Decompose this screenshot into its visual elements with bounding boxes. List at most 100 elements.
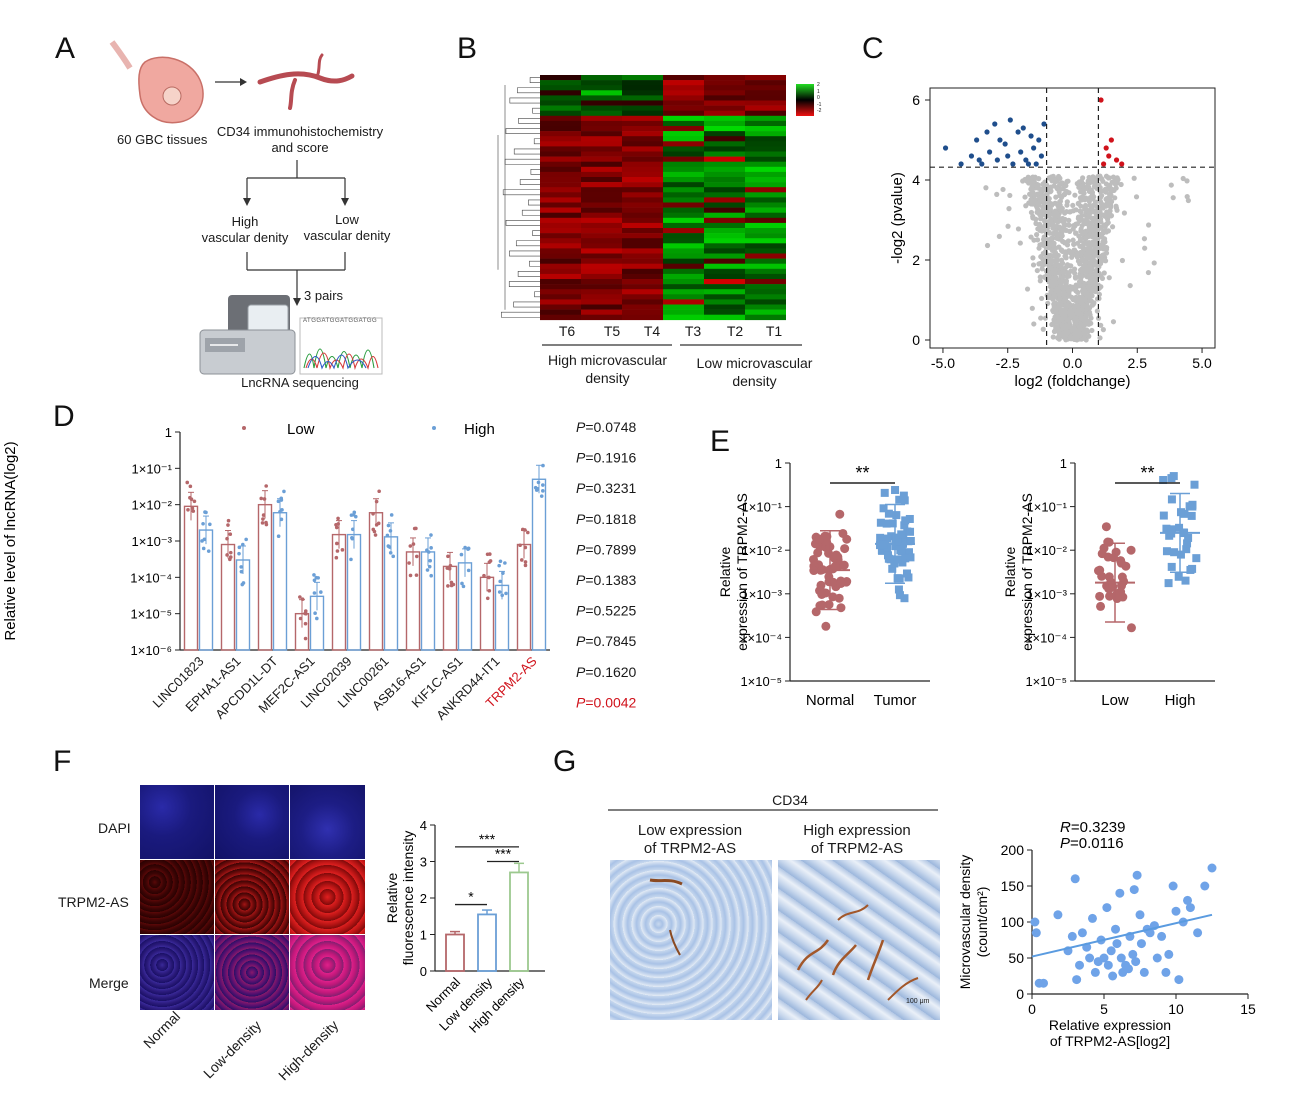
volcano-point xyxy=(1036,245,1042,251)
category-label: Normal xyxy=(806,692,854,709)
bar-low xyxy=(516,543,532,651)
data-point xyxy=(226,518,231,523)
data-point xyxy=(814,534,824,544)
data-point xyxy=(240,582,245,587)
data-point xyxy=(261,513,266,517)
data-point xyxy=(541,489,545,493)
heatmap-cell xyxy=(745,156,786,162)
volcano-point xyxy=(1038,226,1044,232)
heatmap-cell xyxy=(745,202,786,208)
legend-tick: 0 xyxy=(817,95,820,101)
volcano-point xyxy=(1112,195,1118,201)
volcano-point xyxy=(1056,189,1062,195)
heatmap-cell xyxy=(704,314,745,321)
p-value: P=0.5225 xyxy=(576,603,637,619)
data-point xyxy=(374,499,379,504)
a-ihc-line1: CD34 immunohistochemistry xyxy=(216,124,384,139)
micrograph-merge-high xyxy=(290,935,365,1010)
y-tick-label: 1×10⁻⁴ xyxy=(130,570,172,585)
volcano-point xyxy=(1052,214,1058,220)
heatmap-cell xyxy=(581,243,622,249)
volcano-point xyxy=(1072,266,1078,272)
heatmap-cell xyxy=(663,217,704,224)
data-point xyxy=(312,578,317,583)
data-point xyxy=(1072,975,1082,985)
data-point xyxy=(206,549,211,553)
data-point xyxy=(259,496,264,501)
volcano-point xyxy=(1006,206,1012,212)
heatmap-cell xyxy=(745,222,786,229)
data-point xyxy=(237,545,242,550)
x-axis-label: log2 (foldchange) xyxy=(1015,373,1131,390)
heatmap-cell xyxy=(581,90,622,96)
heatmap-cell xyxy=(663,248,704,254)
data-point xyxy=(1207,863,1217,873)
data-point xyxy=(1103,960,1113,970)
volcano-point xyxy=(1079,315,1085,321)
data-point xyxy=(1183,895,1193,905)
volcano-point xyxy=(1066,292,1072,298)
heatmap-cell xyxy=(540,228,581,234)
volcano-point xyxy=(1051,258,1057,264)
volcano-point xyxy=(1082,303,1088,309)
data-point xyxy=(239,569,244,574)
heatmap-cell xyxy=(581,258,622,264)
y-tick-label: 1×10⁻⁴ xyxy=(740,630,782,645)
data-point xyxy=(319,590,323,594)
heatmap-cell xyxy=(663,95,704,101)
heatmap-cell xyxy=(622,105,663,111)
volcano-point xyxy=(1102,223,1108,229)
volcano-point-down xyxy=(1025,161,1032,167)
volcano-point xyxy=(1066,217,1072,223)
y-tick-label: 1×10⁻¹ xyxy=(742,500,783,515)
dendrogram-branch xyxy=(519,179,540,185)
heatmap-cell xyxy=(540,202,581,208)
volcano-point xyxy=(1062,306,1069,312)
data-point xyxy=(1167,562,1176,571)
y-tick-label: 0 xyxy=(420,964,427,979)
sample-label-t6: T6 xyxy=(558,323,576,339)
volcano-point xyxy=(1089,241,1095,247)
heatmap-cell xyxy=(622,131,663,137)
data-point xyxy=(202,537,207,542)
data-point xyxy=(1159,511,1168,520)
volcano-point-down xyxy=(1028,133,1034,139)
data-point xyxy=(313,611,317,616)
significance-label: *** xyxy=(479,831,496,847)
volcano-point xyxy=(1184,194,1190,200)
x-tick-label: 0 xyxy=(1028,1001,1036,1017)
volcano-point xyxy=(984,242,991,249)
heatmap-cell xyxy=(663,156,704,162)
volcano-point xyxy=(1029,184,1035,190)
data-point xyxy=(878,546,887,555)
volcano-point xyxy=(1106,175,1112,181)
data-point xyxy=(388,550,393,555)
legend-label-low: Low xyxy=(287,421,315,438)
data-point xyxy=(824,600,834,610)
heatmap-cell xyxy=(622,161,663,168)
dendrogram-branch xyxy=(502,189,540,196)
panel-label-g: G xyxy=(553,745,577,778)
panel-label-c: C xyxy=(862,32,884,65)
data-point xyxy=(828,577,838,587)
data-point xyxy=(260,521,265,525)
data-point xyxy=(261,517,265,521)
heatmap-cell xyxy=(540,110,581,117)
heatmap-cell xyxy=(663,253,704,259)
heatmap-cell xyxy=(704,279,745,285)
data-point xyxy=(906,536,915,545)
chromatogram-icon xyxy=(299,317,383,375)
volcano-point-down xyxy=(974,137,980,143)
volcano-point xyxy=(1036,202,1042,208)
heatmap-cell xyxy=(540,115,581,122)
heatmap-cell xyxy=(704,120,745,127)
heatmap-cell xyxy=(663,228,704,234)
data-point xyxy=(518,543,522,548)
data-point xyxy=(808,554,818,564)
data-point xyxy=(899,491,908,500)
volcano-point xyxy=(1086,226,1093,233)
data-point xyxy=(1135,910,1145,920)
y-axis-label: Relative xyxy=(384,873,400,924)
heatmap-cell xyxy=(663,110,704,117)
y-tick-label: 1 xyxy=(165,425,172,440)
